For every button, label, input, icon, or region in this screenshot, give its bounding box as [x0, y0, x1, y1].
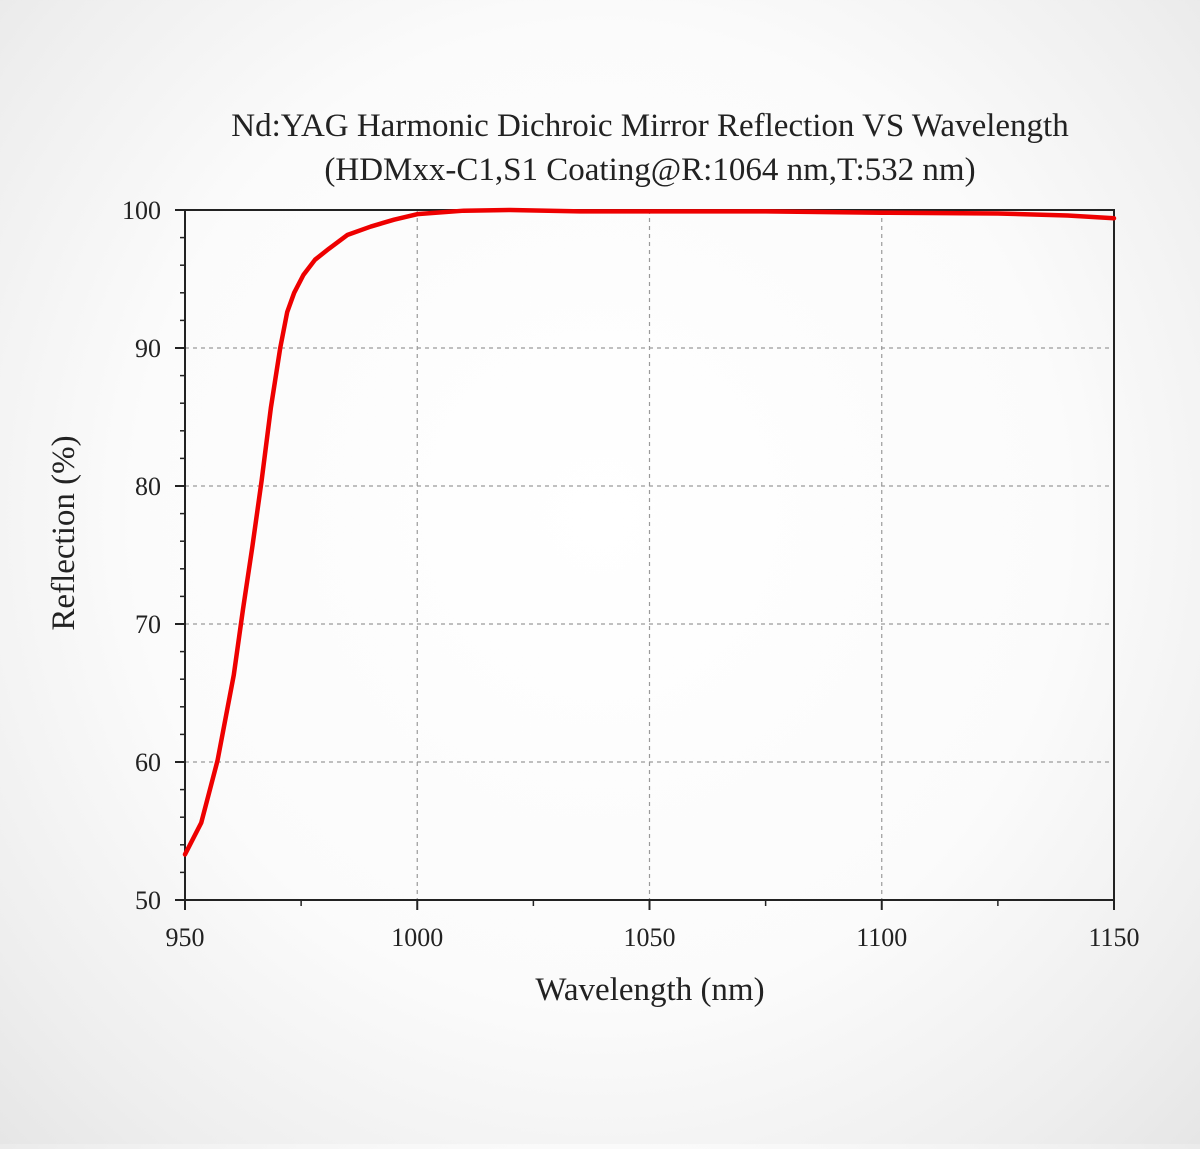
y-tick-label: 60 — [135, 748, 161, 777]
x-tick-label: 950 — [166, 923, 205, 952]
x-axis-title: Wavelength (nm) — [535, 972, 764, 1008]
y-tick-label: 100 — [122, 196, 161, 225]
x-tick-label: 1000 — [391, 923, 443, 952]
y-tick-label: 70 — [135, 610, 161, 639]
y-axis-title: Reflection (%) — [46, 435, 82, 630]
x-tick-label: 1150 — [1088, 923, 1139, 952]
chart-subtitle: (HDMxx-C1,S1 Coating@R:1064 nm,T:532 nm) — [324, 152, 975, 188]
grid — [185, 210, 1114, 900]
y-tick-label: 90 — [135, 334, 161, 363]
y-tick-label: 80 — [135, 472, 161, 501]
x-tick-label: 1050 — [624, 923, 676, 952]
y-tick-label: 50 — [135, 886, 161, 915]
x-tick-label: 1100 — [856, 923, 907, 952]
series-layer — [182, 207, 1117, 857]
series-line-reflection — [182, 207, 1117, 857]
axis-ticks: 950 1000 1050 1100 1150 50 60 70 80 90 100 — [122, 196, 1140, 952]
chart-title: Nd:YAG Harmonic Dichroic Mirror Reflecti… — [231, 108, 1069, 144]
